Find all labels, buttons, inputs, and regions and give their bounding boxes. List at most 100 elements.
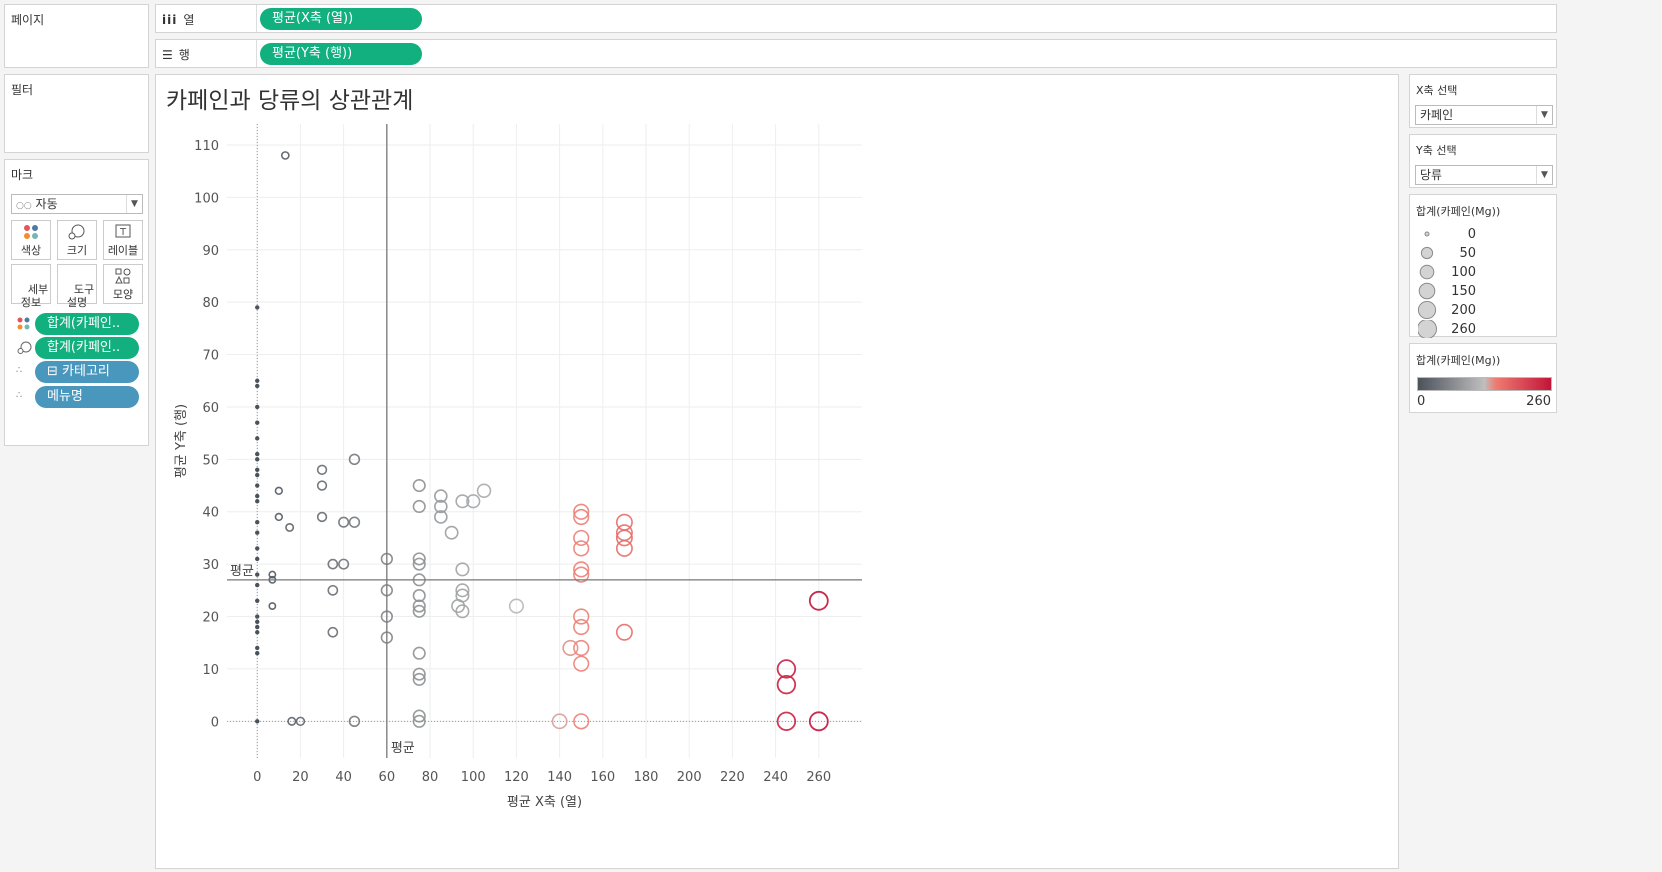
data-point xyxy=(255,572,260,577)
y-average-label: 평균 xyxy=(230,564,254,579)
data-point xyxy=(255,383,260,389)
data-point xyxy=(434,499,448,514)
data-point xyxy=(255,530,260,535)
pages-title: 페이지 xyxy=(11,13,45,27)
columns-shelf[interactable]: iii 열 평균(X축 (열)) xyxy=(155,4,1557,33)
columns-icon: iii xyxy=(162,12,178,27)
size-button[interactable]: 크기 xyxy=(57,220,97,260)
size-legend-label: 0 xyxy=(1467,226,1476,242)
data-point xyxy=(268,570,277,579)
data-point xyxy=(280,151,290,160)
color-button[interactable]: 색상 xyxy=(11,220,51,260)
columns-label: 열 xyxy=(183,13,195,27)
data-point xyxy=(255,520,260,525)
color-ramp xyxy=(1417,377,1552,391)
size-field-pill[interactable]: 합계(카페인.. xyxy=(35,337,139,359)
size-legend-title: 합계(카페인(Mg)) xyxy=(1416,205,1501,218)
data-point xyxy=(327,626,339,638)
data-point xyxy=(444,525,459,540)
y-param-title: Y축 선택 xyxy=(1416,144,1457,157)
data-point xyxy=(412,667,426,681)
data-point xyxy=(573,655,590,672)
y-tick-label: 20 xyxy=(202,611,219,626)
data-point xyxy=(573,608,590,625)
data-point xyxy=(476,483,492,499)
chevron-down-icon: ▼ xyxy=(126,195,142,213)
x-average-label: 평균 xyxy=(391,741,415,756)
data-point xyxy=(255,499,260,504)
size-legend-circle xyxy=(1419,264,1435,280)
shape-icon xyxy=(104,268,142,286)
filters-panel[interactable]: 필터 xyxy=(4,74,149,153)
data-point xyxy=(412,604,426,618)
x-tick-label: 120 xyxy=(504,770,529,785)
data-point xyxy=(466,494,481,509)
category-field-pill[interactable]: ⊟ 카테고리 xyxy=(35,361,139,383)
tooltip-button[interactable]: 도구 설명 xyxy=(57,264,97,309)
mark-type-dropdown[interactable]: ○○ 자동 ▼ xyxy=(11,194,143,214)
marks-panel: 마크 ○○ 자동 ▼ 색상 크기 T 레이블 세부 정보 도구 설명 모양 합계… xyxy=(4,159,149,446)
data-point xyxy=(615,623,633,641)
y-tick-label: 110 xyxy=(194,139,219,154)
columns-pill[interactable]: 평균(X축 (열)) xyxy=(260,8,422,30)
x-tick-label: 200 xyxy=(677,770,702,785)
data-point xyxy=(255,378,260,383)
x-param-dropdown[interactable]: 카페인 ▼ xyxy=(1415,105,1553,125)
data-point xyxy=(573,508,590,526)
color-field-pill[interactable]: 합계(카페인.. xyxy=(35,313,139,335)
rows-pill[interactable]: 평균(Y축 (행)) xyxy=(260,43,422,65)
marks-title: 마크 xyxy=(11,168,34,182)
mark-type-value: 자동 xyxy=(35,197,58,211)
label-button[interactable]: T 레이블 xyxy=(103,220,143,260)
shape-button[interactable]: 모양 xyxy=(103,264,143,304)
data-point xyxy=(255,467,260,473)
data-point xyxy=(338,516,350,528)
y-tick-label: 40 xyxy=(202,506,219,521)
data-point xyxy=(255,472,260,478)
y-param-value: 당류 xyxy=(1420,168,1443,182)
rows-shelf[interactable]: ☰ 행 평균(Y축 (행)) xyxy=(155,39,1557,68)
size-legend-item: 150 xyxy=(1418,282,1476,300)
y-tick-label: 50 xyxy=(202,453,219,468)
data-point xyxy=(412,714,426,728)
size-legend-label: 100 xyxy=(1451,264,1476,280)
x-tick-label: 0 xyxy=(253,770,261,785)
y-tick-label: 90 xyxy=(202,244,219,259)
x-tick-label: 40 xyxy=(335,770,352,785)
data-point xyxy=(573,503,590,520)
y-tick-label: 0 xyxy=(211,715,219,730)
x-tick-label: 60 xyxy=(379,770,396,785)
data-point xyxy=(508,598,524,614)
menu-name-field-pill[interactable]: 메뉴명 xyxy=(35,386,139,408)
x-axis-parameter: X축 선택 카페인 ▼ xyxy=(1409,74,1557,128)
color-legend-min: 0 xyxy=(1417,394,1426,409)
pages-panel[interactable]: 페이지 xyxy=(4,4,149,68)
data-point xyxy=(327,584,339,596)
data-point xyxy=(434,510,448,524)
x-tick-label: 180 xyxy=(634,770,659,785)
data-point xyxy=(808,711,829,732)
chart-title: 카페인과 당류의 상관관계 xyxy=(166,88,413,114)
data-point xyxy=(255,483,260,488)
rows-icon: ☰ xyxy=(162,47,173,62)
y-tick-label: 30 xyxy=(202,558,219,573)
data-point xyxy=(412,552,426,566)
size-legend-circle xyxy=(1417,319,1437,339)
y-tick-label: 10 xyxy=(202,663,219,678)
data-point xyxy=(295,716,306,727)
data-point xyxy=(412,478,426,493)
data-point xyxy=(255,614,260,619)
y-tick-label: 60 xyxy=(202,401,219,416)
shape-label: 모양 xyxy=(112,288,134,301)
data-point xyxy=(285,522,295,532)
y-param-dropdown[interactable]: 당류 ▼ xyxy=(1415,165,1553,185)
size-legend-item: 260 xyxy=(1417,319,1476,339)
data-point xyxy=(615,524,633,542)
size-legend-item: 100 xyxy=(1418,263,1476,281)
detail-button[interactable]: 세부 정보 xyxy=(11,264,51,309)
mark-type-icon: ○○ xyxy=(16,201,32,211)
label-icon: T xyxy=(104,224,142,242)
size-legend-circle xyxy=(1420,246,1434,260)
y-axis-parameter: Y축 선택 당류 ▼ xyxy=(1409,134,1557,188)
data-point xyxy=(255,619,260,624)
